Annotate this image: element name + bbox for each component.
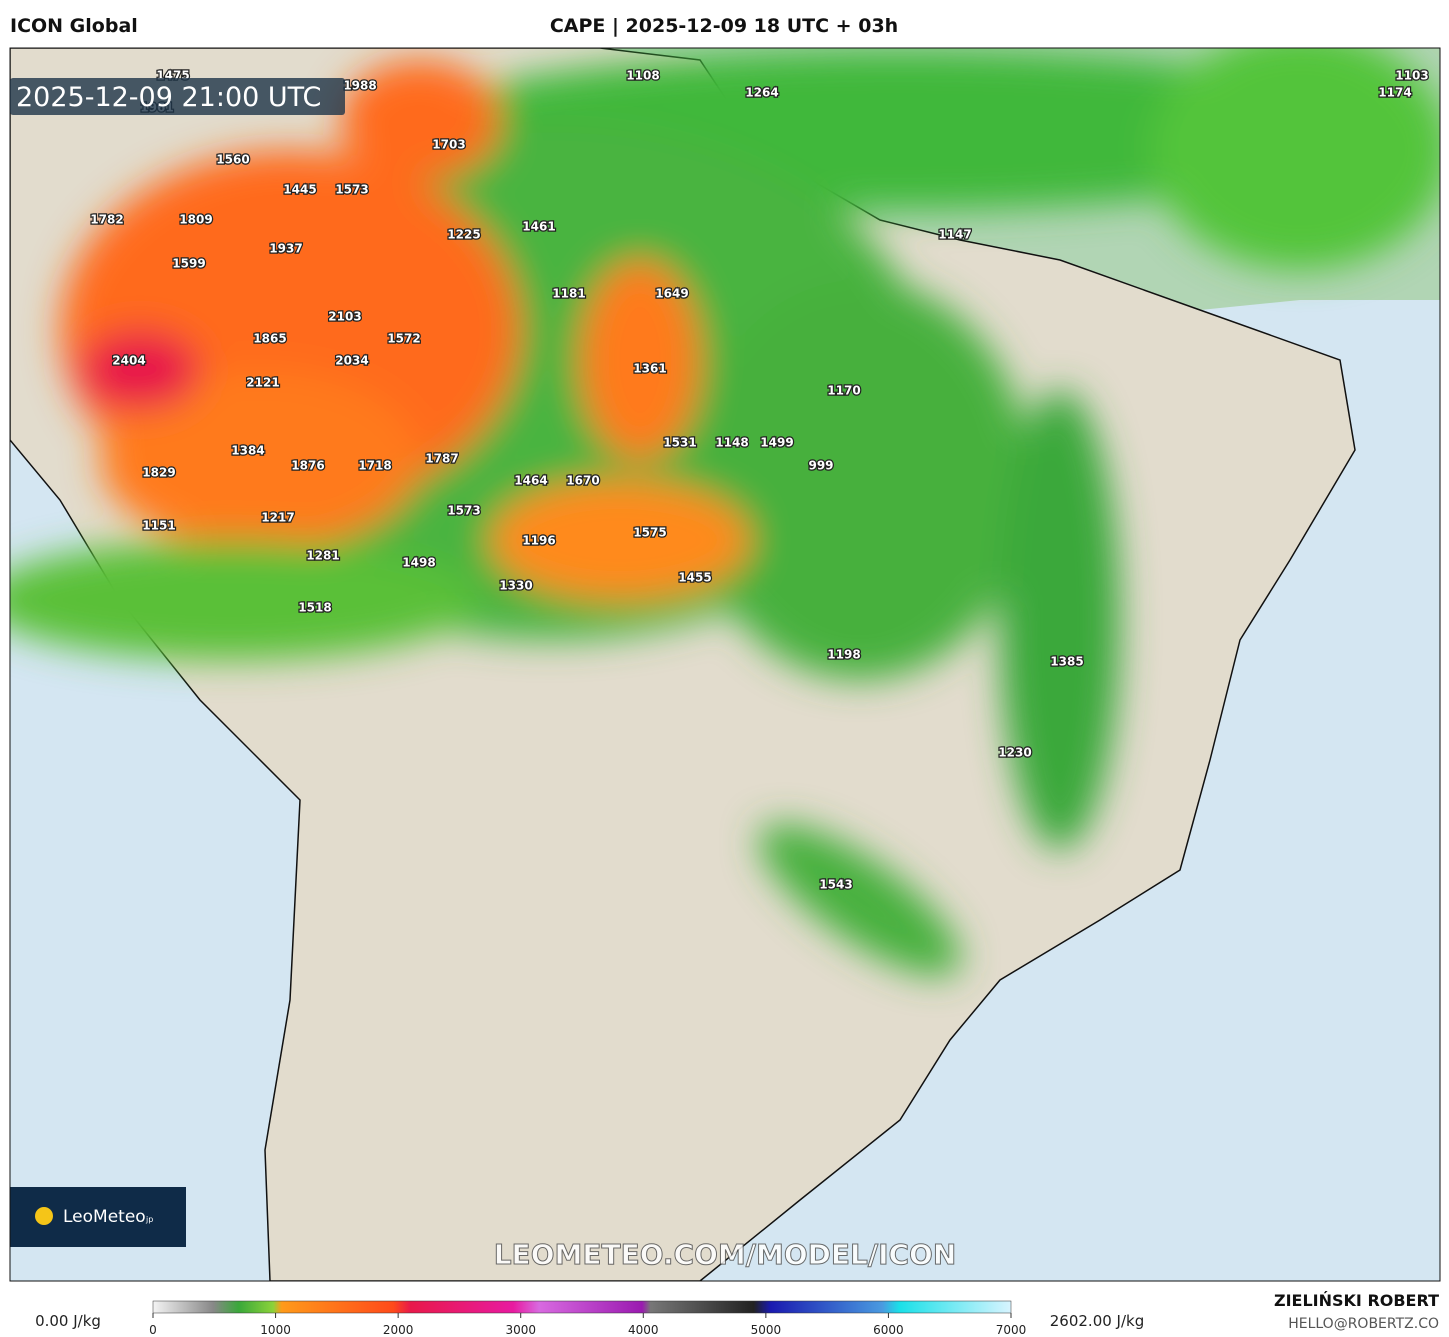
cape-label: 1147	[938, 228, 971, 242]
cape-label: 1455	[678, 571, 711, 585]
cape-label: 1103	[1395, 69, 1428, 83]
cape-label: 1151	[142, 519, 175, 533]
email: HELLO@ROBERTZ.CO	[1288, 1316, 1439, 1332]
colorbar-tick-label: 2000	[383, 1323, 414, 1337]
cape-label: 1560	[216, 153, 249, 167]
logo-text: LeoMeteo	[63, 1207, 146, 1227]
cape-label: 1703	[432, 138, 465, 152]
cape-label: 1181	[552, 287, 585, 301]
legend-min: 0.00 J/kg	[35, 1312, 101, 1330]
cape-label: 1498	[402, 556, 435, 570]
cape-label: 1649	[655, 287, 688, 301]
cape-label: 1464	[514, 474, 547, 488]
cape-label: 1217	[261, 511, 294, 525]
cape-label: 1170	[827, 384, 860, 398]
cape-label: 1937	[269, 242, 302, 256]
colorbar-tick-label: 4000	[628, 1323, 659, 1337]
cape-label: 1670	[566, 474, 599, 488]
cape-label: 1865	[253, 332, 286, 346]
cape-label: 2103	[328, 310, 361, 324]
colorbar-tick-label: 6000	[873, 1323, 904, 1337]
map-title: CAPE | 2025-12-09 18 UTC + 03h	[550, 15, 898, 37]
cape-label: 1787	[425, 452, 458, 466]
cape-label: 1572	[387, 332, 420, 346]
colorbar-tick-label: 1000	[260, 1323, 291, 1337]
map: 1475196119881108126411031174170315601445…	[10, 48, 1440, 1281]
cape-label: 1518	[298, 601, 331, 615]
legend-max: 2602.00 J/kg	[1050, 1312, 1144, 1330]
cape-label: 1782	[90, 213, 123, 227]
logo-suffix: jp	[145, 1215, 153, 1224]
cape-label: 1718	[358, 459, 391, 473]
colorbar-tick-label: 0	[149, 1323, 157, 1337]
cape-label: 1225	[447, 228, 480, 242]
cape-label: 1361	[633, 362, 666, 376]
cape-label: 1531	[663, 436, 696, 450]
cape-label: 1281	[306, 549, 339, 563]
colorbar-tick-label: 5000	[751, 1323, 782, 1337]
cape-label: 1575	[633, 526, 666, 540]
cape-label: 1988	[343, 79, 376, 93]
cape-label: 1829	[142, 466, 175, 480]
cape-label: 1108	[626, 69, 659, 83]
cape-label: 2121	[246, 376, 279, 390]
timestamp: 2025-12-09 21:00 UTC	[16, 82, 321, 113]
cape-label: 1230	[998, 746, 1031, 760]
cape-label: 2034	[335, 354, 368, 368]
cape-label: 1196	[522, 534, 555, 548]
cape-label: 1445	[283, 183, 316, 197]
timestamp-box	[10, 78, 345, 115]
cape-label: 1876	[291, 459, 324, 473]
cape-label: 1599	[172, 257, 205, 271]
cape-label: 999	[808, 459, 833, 473]
cape-label: 1809	[179, 213, 212, 227]
cape-label: 2404	[112, 354, 145, 368]
map-frame	[9, 47, 1441, 1282]
colorbar-tick-label: 7000	[996, 1323, 1027, 1337]
colorbar-tick-label: 3000	[505, 1323, 536, 1337]
cape-label: 1384	[231, 444, 264, 458]
cape-label: 1148	[715, 436, 748, 450]
cape-label: 1543	[819, 878, 852, 892]
cape-label: 1573	[447, 504, 480, 518]
colorbar	[152, 1300, 1012, 1314]
logo-sun	[35, 1207, 53, 1225]
cape-label: 1198	[827, 648, 860, 662]
cape-label: 1264	[745, 86, 778, 100]
cape-label: 1330	[499, 579, 532, 593]
watermark: LEOMETEO.COM/MODEL/ICON	[494, 1238, 957, 1271]
model-name: ICON Global	[10, 15, 138, 37]
cape-label: 1174	[1378, 86, 1411, 100]
cape-label: 1385	[1050, 655, 1083, 669]
cape-label: 1461	[522, 220, 555, 234]
cape-label: 1573	[335, 183, 368, 197]
cape-label: 1499	[760, 436, 793, 450]
author: ZIELIŃSKI ROBERT	[1274, 1291, 1439, 1310]
